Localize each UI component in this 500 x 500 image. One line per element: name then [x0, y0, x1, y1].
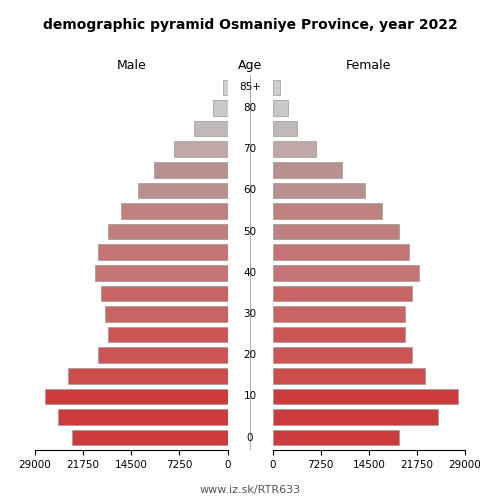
Bar	[272, 224, 398, 240]
Bar	[223, 80, 228, 95]
Bar	[68, 368, 228, 384]
Bar	[94, 265, 228, 280]
Bar	[104, 306, 228, 322]
Bar	[272, 368, 425, 384]
Bar	[138, 182, 228, 198]
Text: 30: 30	[244, 309, 256, 319]
Text: 60: 60	[244, 186, 256, 196]
Bar	[272, 348, 412, 363]
Bar	[108, 224, 228, 240]
Bar	[272, 388, 458, 404]
Title: Female: Female	[346, 60, 392, 72]
Text: 0: 0	[247, 432, 254, 442]
Bar	[272, 121, 297, 136]
Bar	[98, 348, 228, 363]
Text: 10: 10	[244, 392, 256, 402]
Bar	[272, 286, 412, 301]
Bar	[122, 204, 228, 218]
Bar	[272, 430, 398, 446]
Bar	[194, 121, 228, 136]
Text: 80: 80	[244, 103, 256, 113]
Bar	[154, 162, 228, 178]
Bar	[272, 265, 418, 280]
Bar	[272, 244, 408, 260]
Text: 85+: 85+	[239, 82, 261, 92]
Bar	[45, 388, 228, 404]
Bar	[213, 100, 228, 116]
Text: 70: 70	[244, 144, 256, 154]
Bar	[108, 327, 228, 342]
Text: demographic pyramid Osmaniye Province, year 2022: demographic pyramid Osmaniye Province, y…	[42, 18, 458, 32]
Bar	[272, 410, 438, 425]
Bar	[98, 244, 228, 260]
Bar	[272, 80, 280, 95]
Bar	[272, 204, 382, 218]
Text: 40: 40	[244, 268, 256, 278]
Bar	[174, 142, 228, 157]
Bar	[272, 100, 288, 116]
Title: Age: Age	[238, 60, 262, 72]
Bar	[72, 430, 228, 446]
Bar	[102, 286, 228, 301]
Text: 20: 20	[244, 350, 256, 360]
Text: 50: 50	[244, 226, 256, 236]
Bar	[272, 306, 406, 322]
Bar	[272, 327, 406, 342]
Bar	[272, 162, 342, 178]
Text: www.iz.sk/RTR633: www.iz.sk/RTR633	[200, 485, 300, 495]
Title: Male: Male	[116, 60, 146, 72]
Bar	[272, 142, 316, 157]
Bar	[58, 410, 228, 425]
Bar	[272, 182, 366, 198]
